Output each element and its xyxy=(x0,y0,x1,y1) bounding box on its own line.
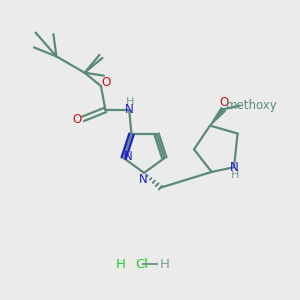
Text: O: O xyxy=(102,76,111,89)
Text: N: N xyxy=(124,150,133,163)
Text: H: H xyxy=(231,169,240,180)
Text: methoxy: methoxy xyxy=(226,99,278,112)
Text: H: H xyxy=(115,258,125,271)
Text: O: O xyxy=(219,96,229,109)
Text: N: N xyxy=(230,161,239,174)
Text: H: H xyxy=(160,258,170,271)
Text: N: N xyxy=(125,103,134,116)
Text: O: O xyxy=(72,113,81,126)
Text: Cl: Cl xyxy=(135,258,148,271)
Text: N: N xyxy=(139,173,148,186)
Text: H: H xyxy=(126,98,134,107)
Polygon shape xyxy=(210,108,226,126)
